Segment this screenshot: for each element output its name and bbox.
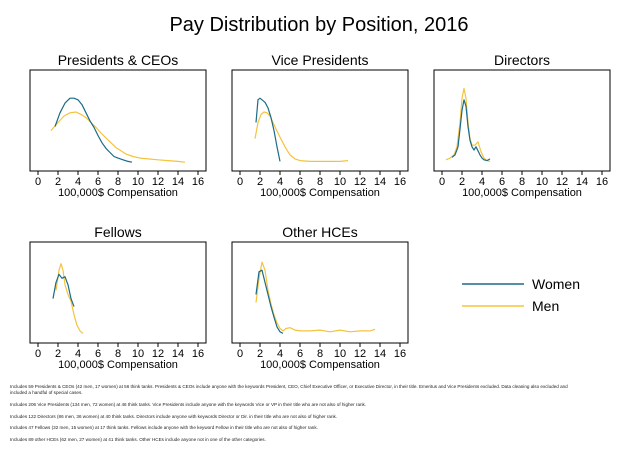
- series-line-women: [255, 269, 284, 334]
- x-tick-label: 2: [257, 348, 263, 360]
- series-line-women: [255, 97, 281, 162]
- x-tick-label: 12: [152, 348, 164, 360]
- x-axis-label: 100,000$ Compensation: [260, 359, 380, 371]
- x-tick-label: 16: [192, 176, 204, 188]
- x-tick-label: 14: [374, 176, 386, 188]
- legend-label-women: Women: [532, 276, 580, 292]
- series-line-women: [54, 97, 133, 163]
- panel: Other HCEs 0 2 4 6 8 10 12 14 16 100,000$ Compensa…: [231, 224, 409, 371]
- x-tick-label: 10: [536, 176, 548, 188]
- x-tick-label: 0: [35, 176, 41, 188]
- series-line-women: [451, 99, 491, 162]
- x-tick-label: 2: [257, 176, 263, 188]
- x-tick-label: 10: [132, 176, 144, 188]
- x-tick-label: 2: [459, 176, 465, 188]
- panel: Vice Presidents 0 2 4 6 8 10 12 14 16 100,000$ Com…: [231, 52, 409, 199]
- x-tick-label: 12: [354, 348, 366, 360]
- x-tick-label: 10: [334, 176, 346, 188]
- x-tick-label: 4: [479, 176, 485, 188]
- x-tick-label: 0: [237, 348, 243, 360]
- legend-label-men: Men: [532, 298, 559, 314]
- series-line-men: [55, 263, 84, 334]
- x-tick-label: 6: [297, 176, 303, 188]
- x-tick-label: 12: [354, 176, 366, 188]
- x-tick-label: 8: [519, 176, 525, 188]
- footnote: Includes 89 other HCEs (62 men, 27 women…: [10, 437, 266, 443]
- x-tick-label: 8: [317, 176, 323, 188]
- x-tick-label: 4: [75, 348, 81, 360]
- x-tick-label: 6: [297, 348, 303, 360]
- panel: Presidents & CEOs 0 2 4 6 8 10 12 14 16 100,000$ C…: [29, 52, 207, 199]
- x-tick-label: 14: [172, 176, 184, 188]
- panels: Presidents & CEOs 0 2 4 6 8 10 12 14 16 100,000$ C…: [29, 52, 611, 371]
- x-tick-label: 12: [152, 176, 164, 188]
- series-line-men: [254, 111, 349, 162]
- x-tick-label: 0: [439, 176, 445, 188]
- footnote: Includes 47 Fellows (32 men, 15 women) a…: [10, 425, 318, 431]
- legend: Women Men: [462, 276, 580, 314]
- footnote: Includes 59 Presidents & CEOs (42 men, 1…: [10, 384, 568, 396]
- x-tick-label: 0: [237, 176, 243, 188]
- x-tick-label: 6: [95, 348, 101, 360]
- x-tick-label: 16: [192, 348, 204, 360]
- x-tick-label: 8: [115, 348, 121, 360]
- x-tick-label: 8: [317, 348, 323, 360]
- x-tick-label: 4: [75, 176, 81, 188]
- panel-title: Vice Presidents: [271, 52, 368, 68]
- panel-title: Other HCEs: [282, 224, 357, 240]
- x-tick-label: 2: [55, 348, 61, 360]
- x-axis-label: 100,000$ Compensation: [58, 187, 178, 199]
- x-tick-label: 2: [55, 176, 61, 188]
- x-tick-label: 6: [95, 176, 101, 188]
- footnotes: Includes 59 Presidents & CEOs (42 men, 1…: [10, 384, 570, 449]
- x-tick-label: 14: [576, 176, 588, 188]
- panel-frame: [29, 241, 207, 344]
- x-tick-label: 0: [35, 348, 41, 360]
- x-axis-label: 100,000$ Compensation: [260, 187, 380, 199]
- x-tick-label: 10: [132, 348, 144, 360]
- x-tick-label: 16: [394, 176, 406, 188]
- x-tick-label: 12: [556, 176, 568, 188]
- x-axis-label: 100,000$ Compensation: [462, 187, 582, 199]
- panel-title: Fellows: [94, 224, 141, 240]
- x-axis-label: 100,000$ Compensation: [58, 359, 178, 371]
- panel: Fellows 0 2 4 6 8 10 12 14 16 100,000$ Compensatio…: [29, 224, 207, 371]
- panel-frame: [231, 241, 409, 344]
- x-tick-label: 4: [277, 176, 283, 188]
- series-line-women: [52, 273, 75, 307]
- x-tick-label: 16: [394, 348, 406, 360]
- x-tick-label: 14: [172, 348, 184, 360]
- footnote: Includes 206 Vice Presidents (134 men, 7…: [10, 401, 367, 407]
- x-tick-label: 6: [499, 176, 505, 188]
- x-tick-label: 14: [374, 348, 386, 360]
- panel: Directors 0 2 4 6 8 10 12 14 16 100,000$ Compensat…: [433, 52, 611, 199]
- x-tick-label: 16: [596, 176, 608, 188]
- footnote: Includes 122 Directors (86 men, 36 women…: [10, 413, 338, 419]
- x-tick-label: 10: [334, 348, 346, 360]
- panel-title: Presidents & CEOs: [58, 52, 179, 68]
- chart-title: Pay Distribution by Position, 2016: [169, 14, 468, 36]
- panel-title: Directors: [494, 52, 550, 68]
- series-line-men: [255, 261, 376, 333]
- x-tick-label: 4: [277, 348, 283, 360]
- x-tick-label: 8: [115, 176, 121, 188]
- series-line-men: [50, 111, 186, 163]
- panel-frame: [29, 69, 207, 172]
